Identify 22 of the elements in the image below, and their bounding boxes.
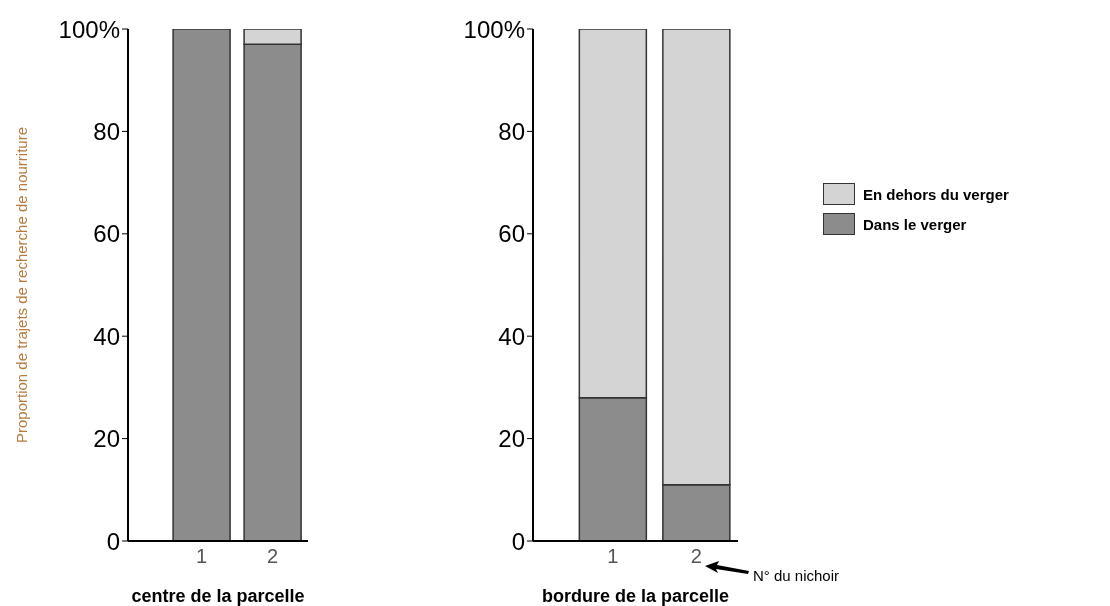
- y-tick-label: 20: [93, 425, 120, 453]
- legend-label: Dans le verger: [863, 215, 967, 233]
- x-tick-label: 1: [195, 545, 208, 568]
- y-tick-label: 0: [511, 527, 525, 555]
- x-tick-label: 2: [690, 545, 702, 568]
- y-tick-label: 40: [93, 322, 120, 350]
- y-tick-label: 40: [498, 322, 525, 350]
- x-tick-label: 2: [266, 545, 279, 568]
- y-tick-label: 20: [498, 425, 525, 453]
- legend-label: En dehors du verger: [863, 185, 1009, 203]
- y-tick-label: 80: [498, 117, 525, 145]
- y-tick-label: 0: [106, 527, 120, 555]
- x-axis-title: bordure de la parcelle: [541, 586, 730, 606]
- x-axis-title: centre de la parcelle: [131, 586, 305, 606]
- y-axis-title: Proportion de trajets de recherche de nourriture: [13, 126, 31, 444]
- y-tick-label: 60: [93, 220, 120, 248]
- y-tick-label: 100%: [463, 15, 525, 43]
- text: N° du nichoir: [753, 567, 840, 584]
- y-tick-label: 80: [93, 117, 120, 145]
- y-tick-label: 100%: [58, 15, 120, 43]
- y-tick-label: 60: [498, 220, 525, 248]
- x-tick-label: 1: [607, 545, 619, 568]
